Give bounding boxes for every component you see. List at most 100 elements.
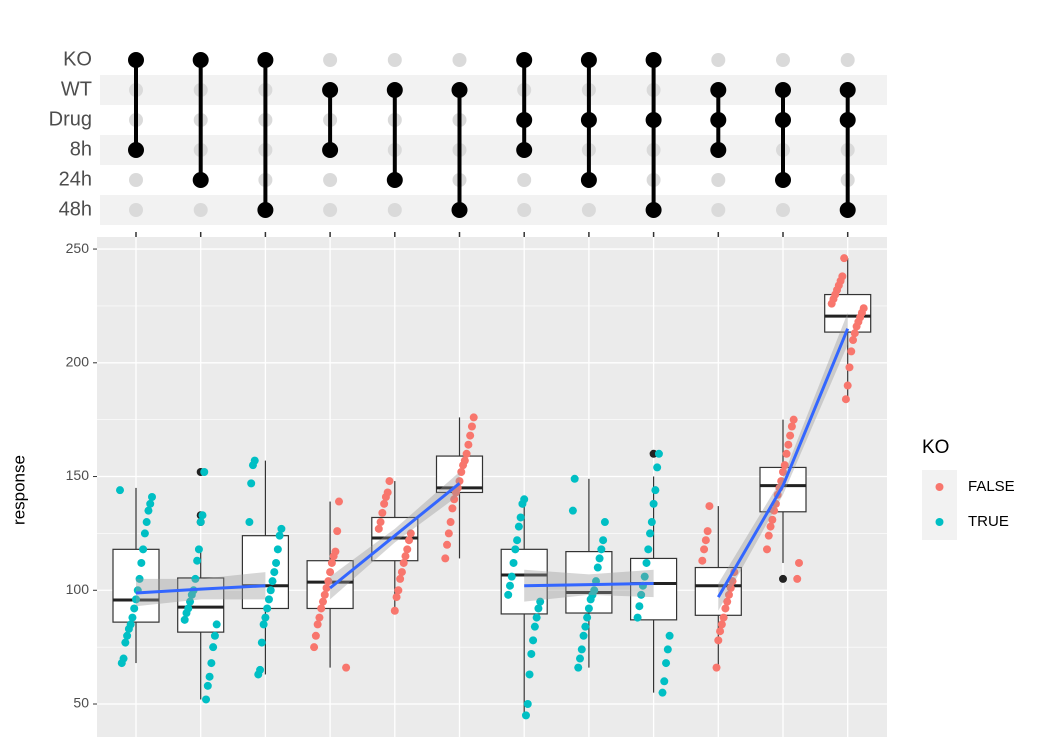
smooth-line xyxy=(717,328,850,598)
data-point xyxy=(640,572,649,581)
data-point xyxy=(723,597,732,606)
data-point xyxy=(850,329,859,338)
data-point xyxy=(191,574,200,583)
data-point xyxy=(390,606,399,615)
data-point xyxy=(469,413,478,422)
data-point xyxy=(116,486,124,495)
data-point xyxy=(194,545,203,554)
data-point xyxy=(117,659,126,668)
matrix-dot-empty xyxy=(452,53,467,67)
matrix-dot xyxy=(516,52,533,68)
data-point xyxy=(193,556,202,565)
data-point xyxy=(443,540,452,549)
data-point xyxy=(849,336,858,345)
data-point xyxy=(313,620,322,629)
data-point xyxy=(574,663,583,672)
data-point xyxy=(263,604,272,613)
matrix-dot xyxy=(192,172,209,188)
data-point xyxy=(581,622,590,631)
data-point xyxy=(534,604,543,613)
matrix-dot xyxy=(128,142,144,158)
data-point xyxy=(662,659,671,668)
data-point xyxy=(405,536,414,545)
data-point xyxy=(644,545,653,554)
data-point xyxy=(599,536,608,545)
data-point xyxy=(334,497,343,506)
data-point xyxy=(584,604,593,613)
data-point xyxy=(462,449,471,458)
data-point xyxy=(511,545,520,554)
data-point xyxy=(320,590,329,599)
data-point xyxy=(651,486,660,495)
data-point xyxy=(182,609,191,618)
data-point xyxy=(277,524,286,533)
matrix-dot-empty xyxy=(323,53,338,67)
smooth-line xyxy=(329,482,461,590)
matrix-band xyxy=(100,195,887,225)
data-point xyxy=(401,552,410,561)
data-point xyxy=(326,568,335,577)
data-point xyxy=(716,627,725,636)
data-point xyxy=(514,522,523,531)
data-point xyxy=(144,506,153,515)
data-point xyxy=(248,461,257,470)
data-point xyxy=(658,688,667,697)
data-point xyxy=(376,518,385,527)
data-point xyxy=(121,638,130,647)
legend-label: TRUE xyxy=(968,513,1009,530)
data-point xyxy=(212,620,221,629)
data-point xyxy=(660,677,669,686)
data-point xyxy=(780,461,789,470)
matrix-dot-empty xyxy=(129,173,143,187)
matrix-dot xyxy=(775,172,791,188)
data-point xyxy=(209,643,218,652)
set-label: 8h xyxy=(70,138,92,160)
data-point xyxy=(399,558,408,567)
data-point xyxy=(779,467,787,476)
matrix-dot-empty xyxy=(776,53,790,67)
data-point xyxy=(766,522,775,531)
data-point xyxy=(378,508,387,517)
data-point xyxy=(532,613,541,622)
data-point xyxy=(719,613,728,622)
y-tick-label: 150 xyxy=(66,467,90,483)
outlier xyxy=(779,574,787,583)
data-point xyxy=(763,545,771,554)
data-point xyxy=(315,613,324,622)
data-point xyxy=(637,590,646,599)
data-point xyxy=(787,422,796,431)
data-point xyxy=(705,502,714,511)
data-point xyxy=(245,518,254,527)
data-point xyxy=(840,254,849,263)
matrix-dot-empty xyxy=(387,53,402,67)
smooth-line xyxy=(135,584,266,595)
matrix-dot xyxy=(645,52,662,68)
data-point xyxy=(380,499,389,508)
data-point xyxy=(257,638,266,647)
data-point xyxy=(324,577,333,586)
data-point xyxy=(583,613,592,622)
matrix-dot xyxy=(192,52,209,68)
data-point xyxy=(403,545,412,554)
data-point xyxy=(450,495,459,504)
data-point xyxy=(527,649,536,658)
data-point xyxy=(586,595,595,604)
data-point xyxy=(764,531,773,540)
data-point xyxy=(200,467,209,476)
data-point xyxy=(130,604,139,613)
matrix-dot-empty xyxy=(323,173,338,187)
matrix-dot-empty xyxy=(323,203,338,217)
data-point xyxy=(247,479,256,488)
data-point xyxy=(653,463,662,472)
data-point xyxy=(568,506,577,515)
data-point xyxy=(406,529,415,538)
matrix-dot xyxy=(839,112,856,128)
plot-panel xyxy=(97,237,887,737)
data-point xyxy=(394,586,403,595)
data-point xyxy=(123,631,132,640)
data-point xyxy=(333,527,342,536)
matrix-dot xyxy=(710,82,727,98)
data-point xyxy=(385,477,394,486)
matrix-dot xyxy=(386,172,403,188)
